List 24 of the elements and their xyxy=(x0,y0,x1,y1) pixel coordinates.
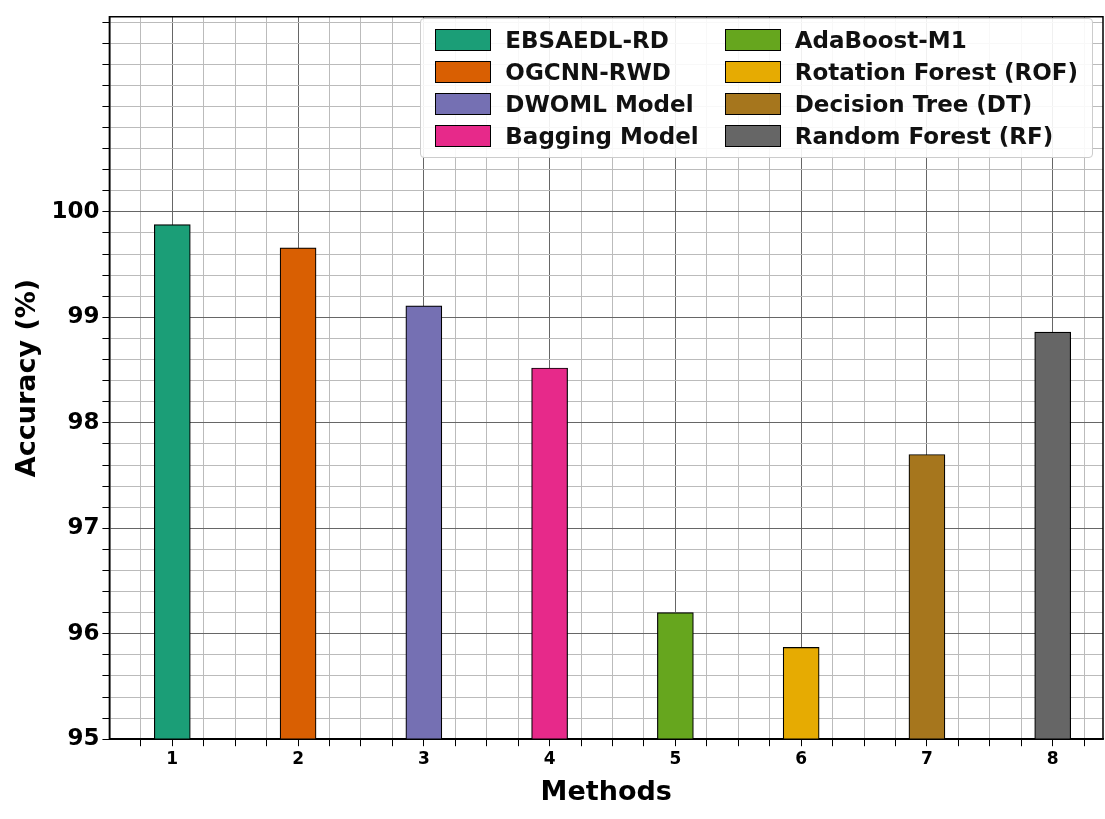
x-axis-title: Methods xyxy=(540,774,672,806)
y-tick-label: 97 xyxy=(67,513,100,540)
x-tick-label: 5 xyxy=(669,747,682,768)
y-tick-label: 100 xyxy=(51,196,100,223)
x-tick-label: 7 xyxy=(921,747,933,768)
legend-label: EBSAEDL-RD xyxy=(505,27,669,53)
legend-label: OGCNN-RWD xyxy=(505,59,671,85)
x-tick-label: 3 xyxy=(417,747,430,768)
y-tick-label: 98 xyxy=(67,407,100,434)
legend-label: AdaBoost-M1 xyxy=(794,27,967,53)
x-tick-label: 1 xyxy=(166,747,179,768)
x-tick-label: 4 xyxy=(543,747,556,768)
y-axis-title: Accuracy (%) xyxy=(10,278,42,478)
x-tick-label: 6 xyxy=(795,747,808,768)
y-tick-label: 96 xyxy=(67,618,100,645)
legend-label: Random Forest (RF) xyxy=(794,123,1054,149)
x-tick-label: 2 xyxy=(292,747,304,768)
legend-label: Decision Tree (DT) xyxy=(794,91,1033,117)
y-tick-label: 95 xyxy=(67,724,100,751)
x-tick-label: 8 xyxy=(1046,747,1059,768)
legend-label: Bagging Model xyxy=(505,123,699,149)
legend-label: DWOML Model xyxy=(505,91,694,117)
y-tick-label: 99 xyxy=(67,302,100,329)
legend-label: Rotation Forest (ROF) xyxy=(794,59,1078,85)
